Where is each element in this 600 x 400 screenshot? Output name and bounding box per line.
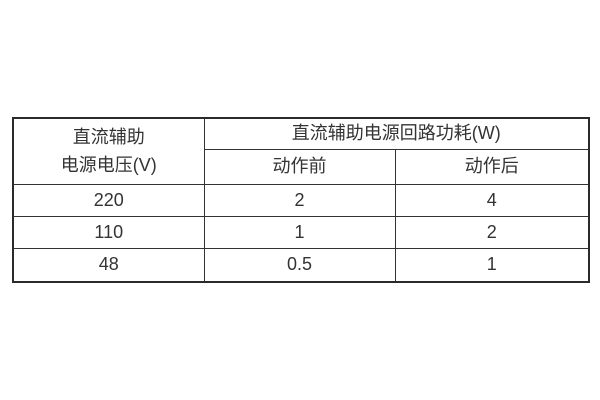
after-value-cell: 2 [394,215,590,249]
before-value-cell: 1 [203,215,396,249]
voltage-header-line1: 直流辅助 [72,127,145,148]
table-row: 48 0.5 1 [12,247,590,283]
table-row: 110 1 2 [12,215,590,249]
voltage-cell: 48 [12,247,205,283]
after-value-cell: 1 [394,247,590,283]
voltage-cell: 110 [12,215,205,249]
power-consumption-table: 直流辅助 电源电压(V) 直流辅助电源回路功耗(W) 动作前 动作后 220 2… [12,117,591,283]
subheader-after-cell: 动作后 [394,148,590,185]
header-row-sub: 动作前 动作后 [13,148,590,185]
header-row-group: 直流辅助 电源电压(V) 直流辅助电源回路功耗(W) [12,117,590,185]
before-value-cell: 2 [203,183,396,217]
voltage-header-line2: 电源电压(V) [60,155,157,176]
table-row: 220 2 4 [12,183,590,217]
voltage-header-cell: 直流辅助 电源电压(V) [12,117,205,185]
before-value-cell: 0.5 [203,247,396,283]
consumption-group-header-cell: 直流辅助电源回路功耗(W) [203,117,590,150]
subheader-before-cell: 动作前 [203,148,396,185]
voltage-cell: 220 [12,183,205,217]
after-value-cell: 4 [394,183,590,217]
